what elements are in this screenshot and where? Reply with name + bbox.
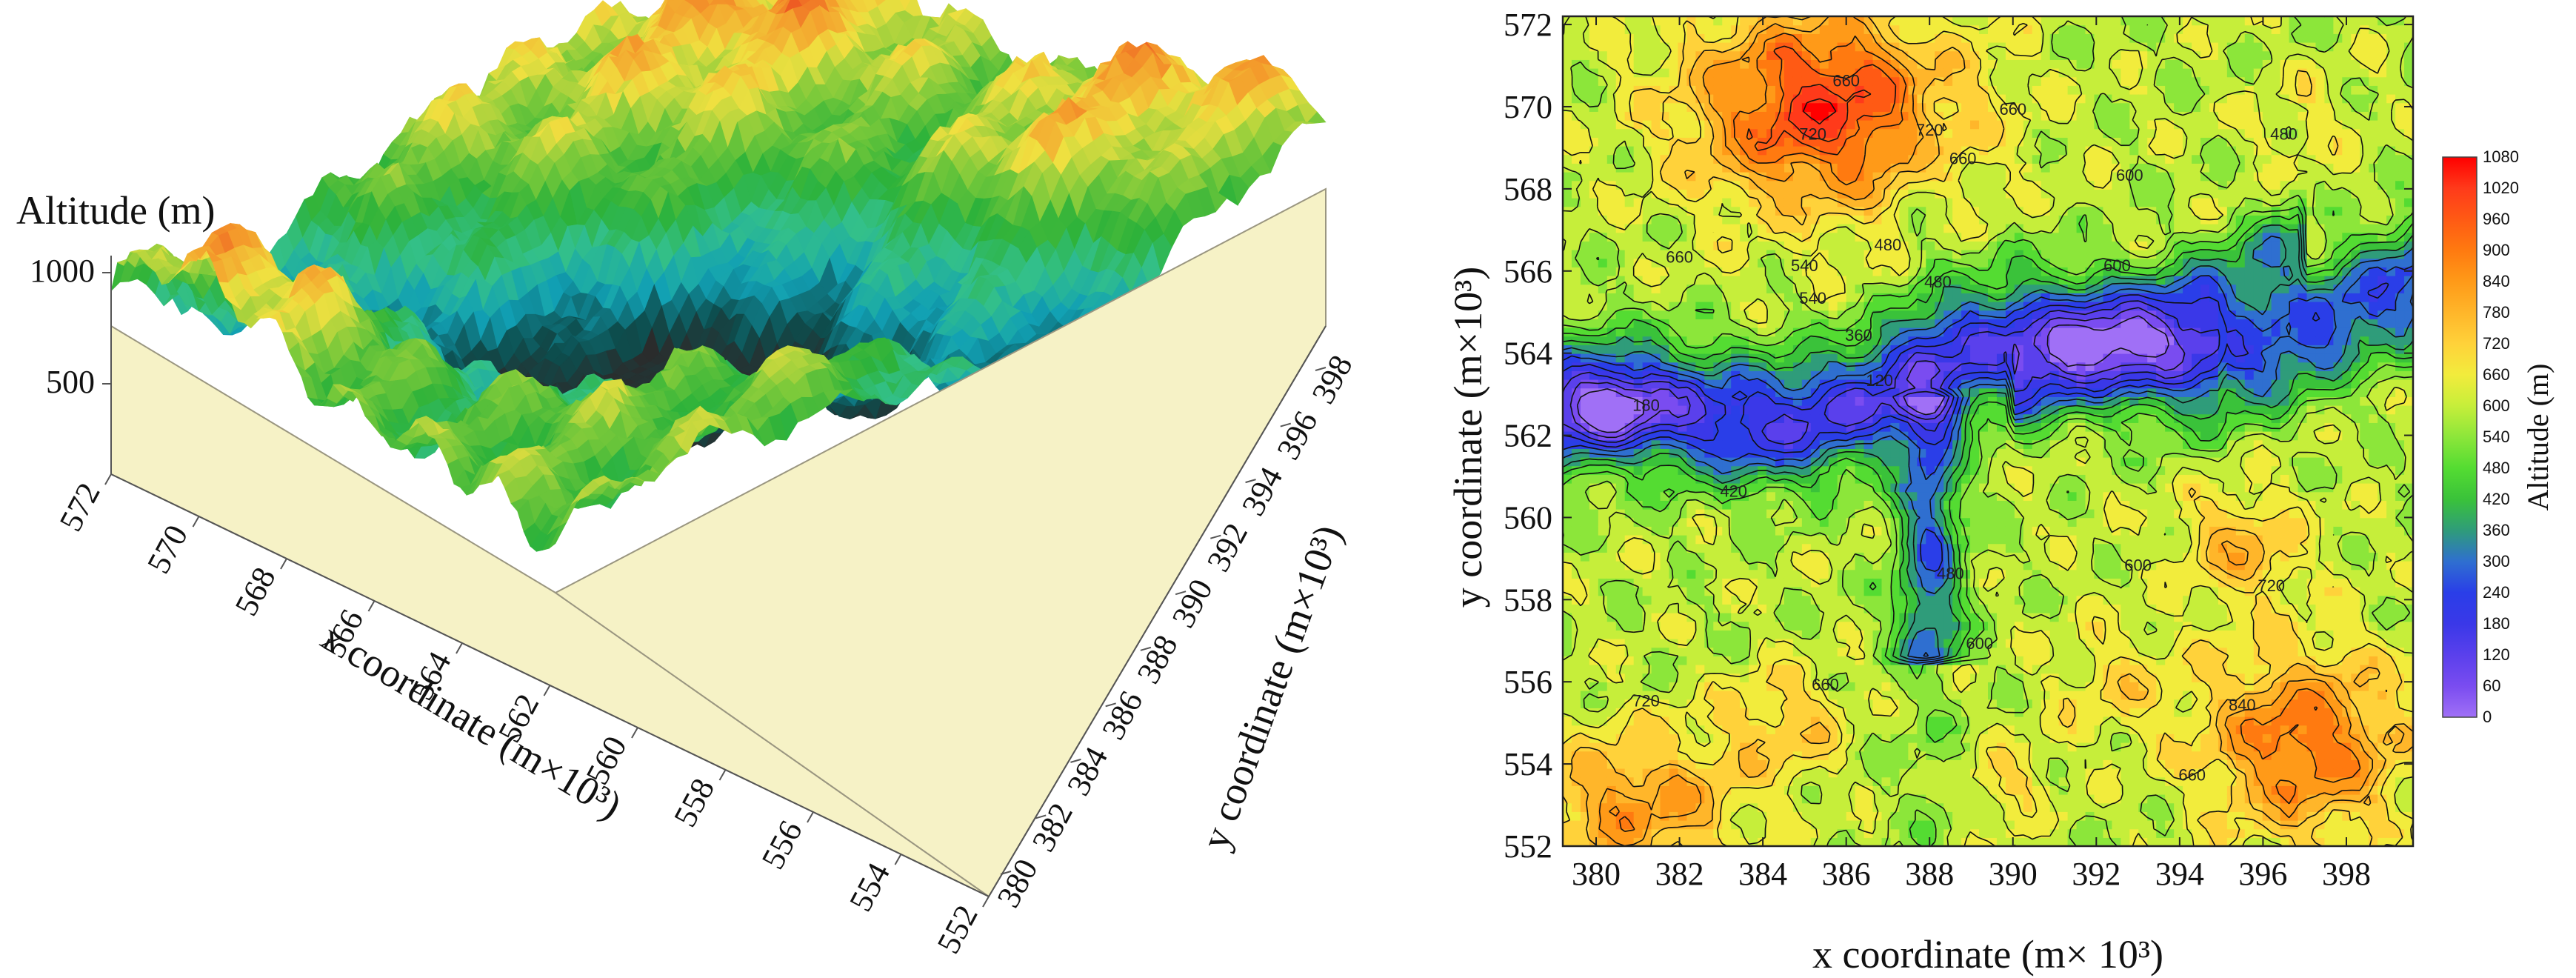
contour-band-cell <box>1563 828 1572 838</box>
x-tick-mark <box>807 811 814 823</box>
surface-cell <box>874 0 887 7</box>
x-tick-mark <box>367 600 376 612</box>
contour-band-cell <box>1563 691 1572 700</box>
z-tick-label: 1000 <box>30 253 95 289</box>
x-tick-label: 570 <box>140 519 195 579</box>
x-tick-mark <box>982 896 990 908</box>
x-tick-mark <box>718 769 727 781</box>
contour-chart: 6607206604805406607206604805406004803601… <box>1446 7 2555 977</box>
x-tick-mark <box>456 642 463 654</box>
x-tick-mark <box>280 558 287 570</box>
x-tick-label: 556 <box>755 815 810 875</box>
x-tick-label: 554 <box>842 857 897 917</box>
surface-terrain <box>110 0 1327 552</box>
x-tick-label: 552 <box>930 899 985 959</box>
surface-cell <box>707 0 714 6</box>
contour-band-cell <box>1563 716 1572 726</box>
z-axis-label: Altitude (m) <box>16 188 215 233</box>
y-tick-label: 398 <box>1305 349 1360 409</box>
y-tick-label: 396 <box>1269 405 1324 465</box>
x-tick-label: 558 <box>667 773 721 833</box>
surface-3d-chart: Altitude (m) x coordinate (m×10³) y coor… <box>16 0 1360 959</box>
x-tick-mark <box>192 516 200 528</box>
contour-band-cell <box>1563 785 1572 795</box>
contour-band-cell <box>1563 699 1572 708</box>
contour-band-cell <box>1563 682 1572 691</box>
x-tick-mark <box>104 473 112 485</box>
y-tick-label: 394 <box>1235 462 1289 522</box>
x-tick-mark <box>543 685 551 696</box>
x-tick-label: 572 <box>53 477 107 537</box>
x-tick-mark <box>894 854 902 865</box>
z-tick-label: 500 <box>46 364 95 400</box>
x-tick-mark <box>631 727 638 739</box>
contour-band-cell <box>1563 725 1572 734</box>
contour-band-cell <box>1563 751 1572 760</box>
x-tick-label: 568 <box>228 562 283 622</box>
